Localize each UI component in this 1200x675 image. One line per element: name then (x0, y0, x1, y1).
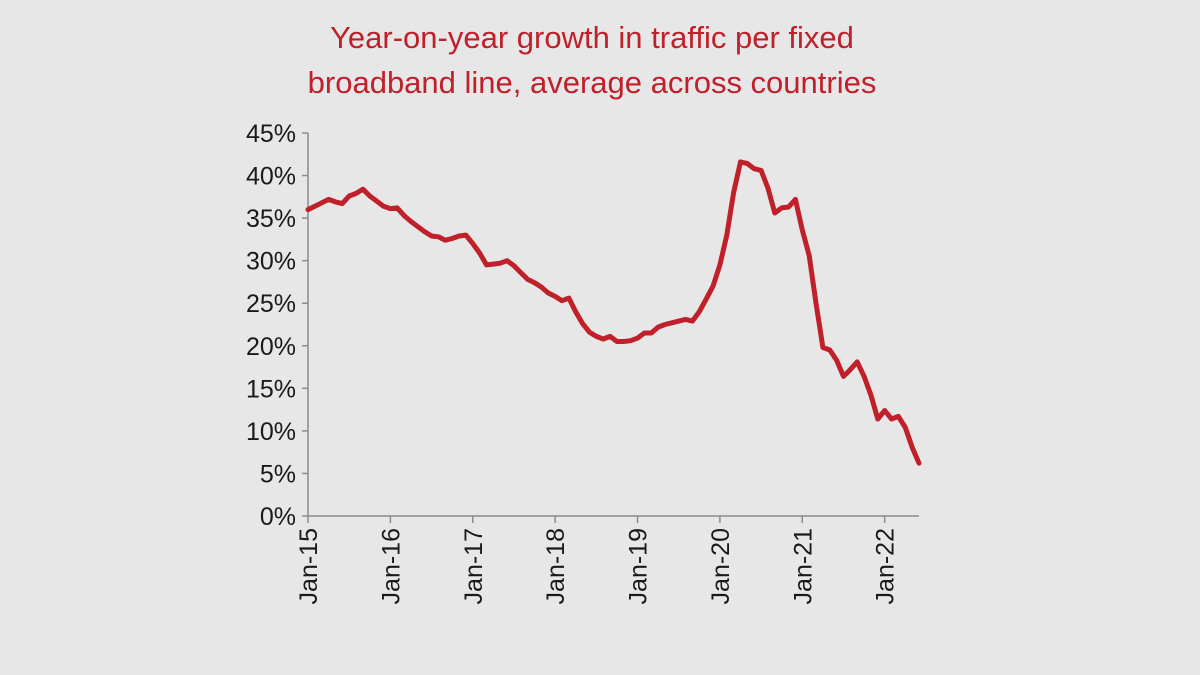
chart-title: Year-on-year growth in traffic per fixed… (308, 20, 877, 100)
y-tick-label: 10% (246, 418, 296, 446)
y-tick-label: 25% (246, 290, 296, 318)
x-tick-label: Jan-16 (377, 528, 405, 604)
x-tick-label: Jan-19 (625, 528, 653, 604)
y-tick-label: 30% (246, 248, 296, 276)
y-tick-label: 45% (246, 120, 296, 148)
x-axis: Jan-15 Jan-16 Jan-17 Jan-18 Jan-19 Jan-20 Jan-… (295, 515, 919, 604)
y-tick-label: 15% (246, 375, 296, 403)
x-tick-label: Jan-17 (460, 528, 488, 604)
y-tick-label: 0% (260, 503, 296, 531)
chart-title-line-2: broadband line, average across countries (308, 65, 877, 100)
x-tick-label: Jan-15 (295, 528, 323, 604)
y-axis: 0% 5% 10% 15% 20% 25% 30% 35% 40% 45% (246, 120, 309, 531)
series-line-0 (305, 159, 922, 466)
y-tick-label: 40% (246, 163, 296, 191)
chart-title-line-1: Year-on-year growth in traffic per fixed (330, 20, 854, 55)
x-tick-label: Jan-21 (789, 528, 817, 604)
series-group (305, 159, 922, 466)
x-tick-label: Jan-18 (542, 528, 570, 604)
y-tick-label: 20% (246, 333, 296, 361)
x-tick-label: Jan-20 (707, 528, 735, 604)
y-tick-label: 35% (246, 205, 296, 233)
x-tick-label: Jan-22 (872, 528, 900, 604)
y-tick-label: 5% (260, 460, 296, 488)
